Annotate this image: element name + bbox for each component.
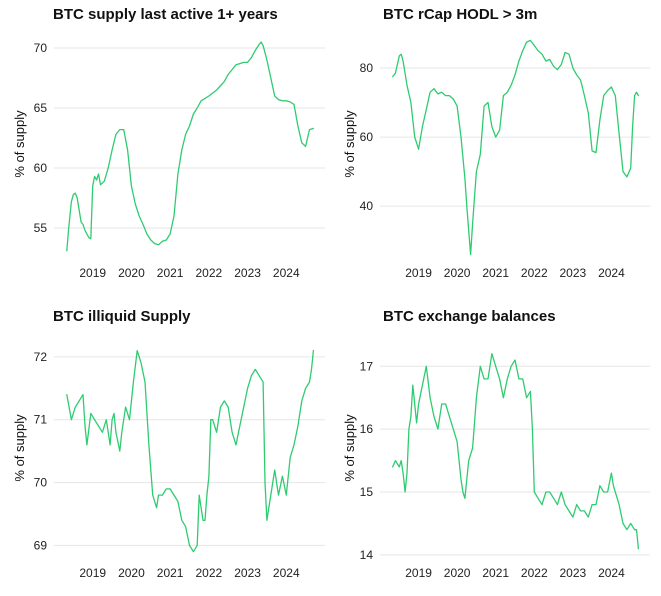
y-tick-label: 14 [360,548,374,562]
chart-panel-1: BTC supply last active 1+ years % of supp… [12,6,325,280]
y-tick-label: 71 [34,413,48,427]
chart-title: BTC rCap HODL > 3m [383,6,537,23]
x-tick-label: 2021 [482,566,509,580]
x-tick-label: 2022 [196,566,223,580]
y-axis-label: % of supply [342,110,357,178]
chart-panel-3: BTC illiquid Supply % of supply 69 70 71 72 20… [12,308,325,580]
x-tick-label: 2023 [560,566,587,580]
y-tick-label: 60 [360,130,374,144]
x-tick-label: 2021 [157,266,184,280]
y-tick-label: 60 [34,161,48,175]
series-line [66,41,315,252]
x-tick-label: 2019 [79,566,106,580]
y-tick-label: 16 [360,422,374,436]
y-axis-label: % of supply [12,414,27,482]
x-tick-label: 2024 [598,566,625,580]
chart-panel-2: BTC rCap HODL > 3m % of supply 40 60 80 2019 2… [342,6,650,280]
x-tick-label: 2019 [405,266,432,280]
chart-panel-4: BTC exchange balances % of supply 14 15 16 17… [342,308,650,580]
y-tick-label: 65 [34,101,48,115]
y-tick-label: 80 [360,61,374,75]
x-tick-label: 2019 [405,566,432,580]
y-tick-label: 72 [34,350,48,364]
x-tick-label: 2019 [79,266,106,280]
y-tick-label: 70 [34,41,48,55]
series-line [392,39,640,256]
x-tick-label: 2021 [157,566,184,580]
x-tick-label: 2020 [444,566,471,580]
x-tick-label: 2020 [118,266,145,280]
x-tick-label: 2023 [560,266,587,280]
x-tick-label: 2022 [196,266,223,280]
x-tick-label: 2022 [521,266,548,280]
x-tick-label: 2023 [234,566,261,580]
x-tick-label: 2020 [444,266,471,280]
y-tick-label: 40 [360,199,374,213]
x-tick-label: 2024 [598,266,625,280]
series-line [66,349,315,553]
y-tick-label: 70 [34,476,48,490]
series-line [392,353,640,550]
y-tick-label: 69 [34,538,48,552]
x-tick-label: 2024 [273,266,300,280]
chart-title: BTC exchange balances [383,308,556,325]
x-tick-label: 2024 [273,566,300,580]
x-tick-label: 2022 [521,566,548,580]
x-tick-label: 2021 [482,266,509,280]
y-tick-label: 17 [360,359,374,373]
y-axis-label: % of supply [342,414,357,482]
y-axis-label: % of supply [12,110,27,178]
x-tick-label: 2023 [234,266,261,280]
y-tick-label: 15 [360,485,374,499]
chart-title: BTC illiquid Supply [53,308,191,325]
chart-title: BTC supply last active 1+ years [53,6,278,23]
y-tick-label: 55 [34,221,48,235]
x-tick-label: 2020 [118,566,145,580]
